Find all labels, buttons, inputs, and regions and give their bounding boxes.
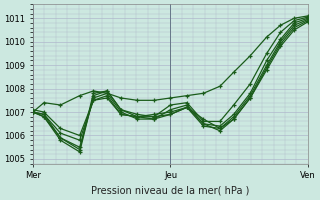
X-axis label: Pression niveau de la mer( hPa ): Pression niveau de la mer( hPa ): [91, 186, 250, 196]
